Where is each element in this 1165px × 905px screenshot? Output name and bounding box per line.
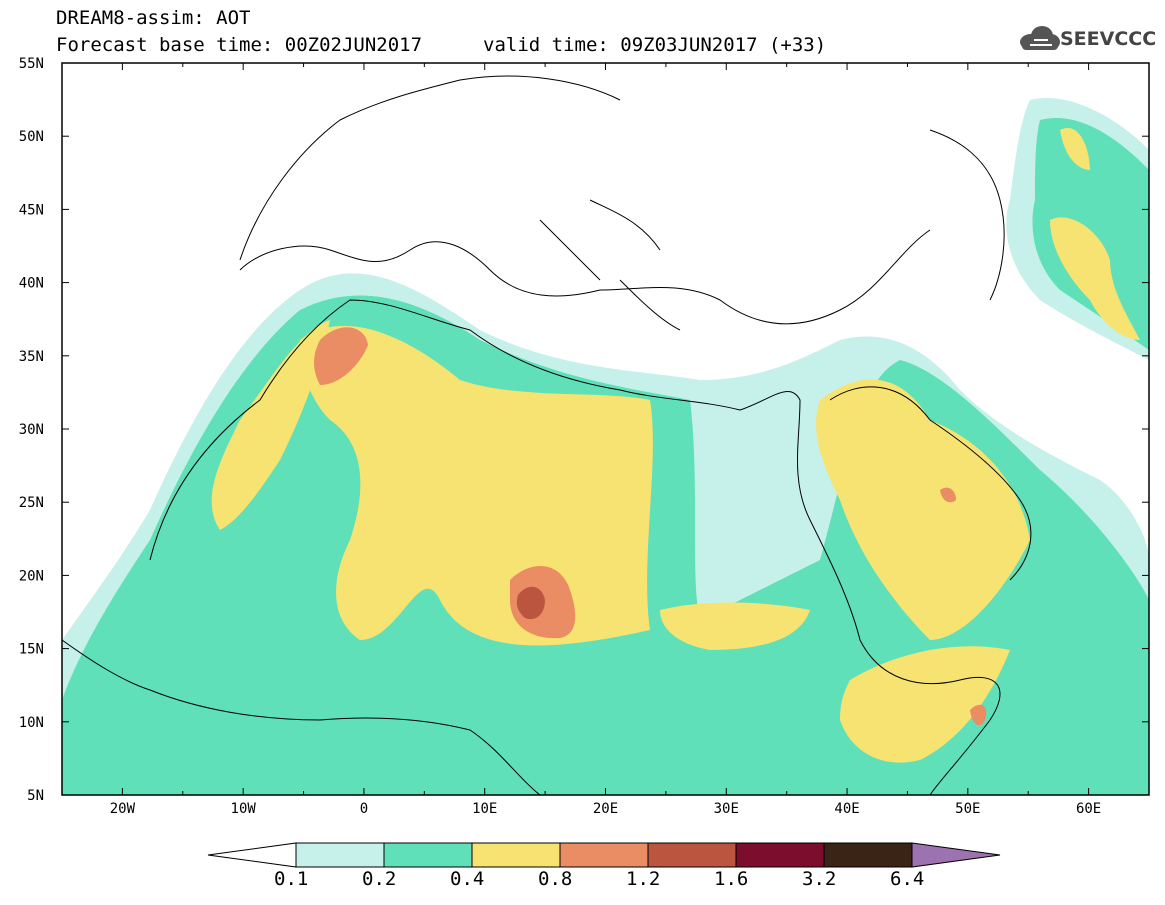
colorbar-swatch (295, 842, 385, 868)
lon-label-20E: 20E (593, 801, 618, 817)
lat-label-25N: 25N (19, 495, 44, 511)
colorbar (207, 842, 1001, 868)
lon-label-20W: 20W (110, 801, 136, 817)
aot-field (62, 98, 1149, 795)
lon-label-10W: 10W (231, 801, 257, 817)
colorbar-label: 0.4 (450, 868, 485, 890)
colorbar-under-arrow (207, 842, 297, 868)
coastlines (62, 75, 1032, 795)
colorbar-label: 0.8 (538, 868, 573, 890)
colorbar-label: 0.2 (362, 868, 397, 890)
latitude-labels: 55N 50N 45N 40N 35N 30N 25N 20N 15N 10N 5N (19, 56, 44, 804)
colorbar-label: 3.2 (802, 868, 837, 890)
forecast-base-time: Forecast base time: 00Z02JUN2017 (56, 34, 423, 56)
lat-label-15N: 15N (19, 642, 44, 658)
colorbar-swatch (735, 842, 825, 868)
lat-label-20N: 20N (19, 568, 44, 584)
logo-text: SEEVCCC (1060, 28, 1157, 50)
lon-label-0: 0 (360, 801, 368, 817)
axis-ticks (61, 62, 1150, 796)
colorbar-swatch (383, 842, 473, 868)
colorbar-label: 0.1 (274, 868, 309, 890)
colorbar-swatch (471, 842, 561, 868)
lat-label-5N: 5N (27, 788, 44, 804)
colorbar-label: 1.2 (626, 868, 661, 890)
colorbar-swatch (647, 842, 737, 868)
lon-label-40E: 40E (834, 801, 859, 817)
colorbar-swatch (559, 842, 649, 868)
colorbar-over-arrow (911, 842, 1001, 868)
lon-label-50E: 50E (955, 801, 980, 817)
lat-label-30N: 30N (19, 422, 44, 438)
lat-label-10N: 10N (19, 715, 44, 731)
lat-label-40N: 40N (19, 276, 44, 292)
lon-label-10E: 10E (472, 801, 497, 817)
lon-label-30E: 30E (714, 801, 739, 817)
cloud-icon (1020, 26, 1060, 50)
lat-label-50N: 50N (19, 129, 44, 145)
lat-label-55N: 55N (19, 56, 44, 72)
lon-label-60E: 60E (1076, 801, 1101, 817)
colorbar-swatch (823, 842, 913, 868)
valid-time: valid time: 09Z03JUN2017 (+33) (483, 34, 827, 56)
lat-label-35N: 35N (19, 349, 44, 365)
colorbar-label: 1.6 (714, 868, 749, 890)
map-title: DREAM8-assim: AOT (56, 7, 251, 29)
colorbar-label: 6.4 (890, 868, 925, 890)
longitude-labels: 20W 10W 0 10E 20E 30E 40E 50E 60E (110, 801, 1102, 817)
lat-label-45N: 45N (19, 202, 44, 218)
